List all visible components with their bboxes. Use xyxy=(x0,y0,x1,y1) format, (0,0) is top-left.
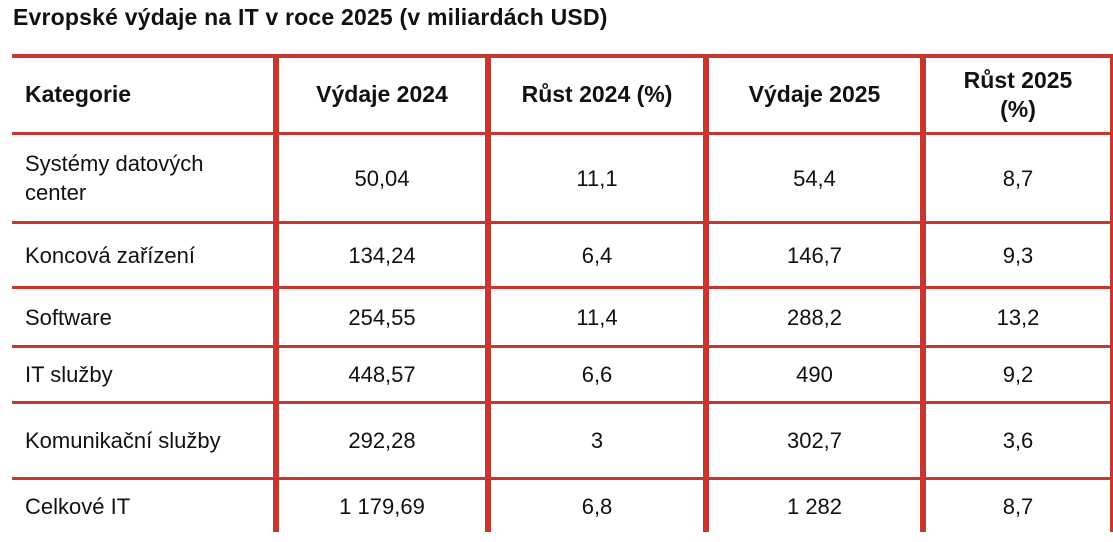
cell-growth-2025: 9,3 xyxy=(1002,242,1034,268)
cell-growth-2024: 6,6 xyxy=(581,362,613,387)
cell-growth-2024: 11,4 xyxy=(576,304,618,330)
cell-spend-2024: 292,28 xyxy=(348,428,416,453)
header-growth-2024: Růst 2024 (%) xyxy=(521,81,673,107)
cell-spend-2024: 448,57 xyxy=(348,362,416,387)
cell-spend-2024: 50,04 xyxy=(354,165,410,191)
cell-growth-2025: 13,2 xyxy=(996,304,1040,330)
cell-growth-2024: 6,8 xyxy=(581,493,613,519)
cell-category: Koncová zařízení xyxy=(25,242,195,268)
cell-growth-2025: 9,2 xyxy=(1002,362,1034,387)
cell-growth-2024: 3 xyxy=(590,428,604,453)
cell-category: Komunikační služby xyxy=(25,428,221,453)
cell-category: Systémy datových center xyxy=(25,151,204,205)
cell-spend-2025: 288,2 xyxy=(786,304,843,330)
table-right-border xyxy=(1110,54,1113,532)
header-spend-2025: Výdaje 2025 xyxy=(748,81,881,107)
cell-spend-2024: 254,55 xyxy=(348,304,416,330)
cell-spend-2025: 302,7 xyxy=(786,428,843,453)
row-divider xyxy=(12,221,1113,224)
cell-growth-2025: 3,6 xyxy=(1002,428,1034,453)
table-top-border xyxy=(12,54,1113,58)
header-category: Kategorie xyxy=(25,81,132,107)
cell-category: Software xyxy=(25,304,112,330)
row-divider xyxy=(12,401,1113,404)
cell-category: Celkové IT xyxy=(25,493,131,519)
cell-growth-2024: 6,4 xyxy=(581,242,613,268)
cell-spend-2024: 1 179,69 xyxy=(339,493,425,519)
cell-growth-2025: 8,7 xyxy=(1002,165,1034,191)
column-divider xyxy=(485,54,491,532)
page-title: Evropské výdaje na IT v roce 2025 (v mil… xyxy=(13,4,608,30)
cell-growth-2024: 11,1 xyxy=(576,165,618,191)
cell-spend-2025: 490 xyxy=(796,362,833,387)
column-divider xyxy=(273,54,279,532)
cell-spend-2025: 54,4 xyxy=(793,165,836,191)
cell-growth-2025: 8,7 xyxy=(1002,493,1034,519)
column-divider xyxy=(920,54,926,532)
header-growth-2025: Růst 2025 (%) xyxy=(963,66,1073,122)
cell-spend-2025: 146,7 xyxy=(786,242,843,268)
row-divider xyxy=(12,132,1113,135)
header-spend-2024: Výdaje 2024 xyxy=(316,81,448,107)
row-divider xyxy=(12,345,1113,348)
column-divider xyxy=(703,54,709,532)
cell-category: IT služby xyxy=(25,362,113,387)
cell-spend-2025: 1 282 xyxy=(786,493,843,519)
row-divider xyxy=(12,286,1113,289)
cell-spend-2024: 134,24 xyxy=(348,242,416,268)
row-divider xyxy=(12,477,1113,480)
